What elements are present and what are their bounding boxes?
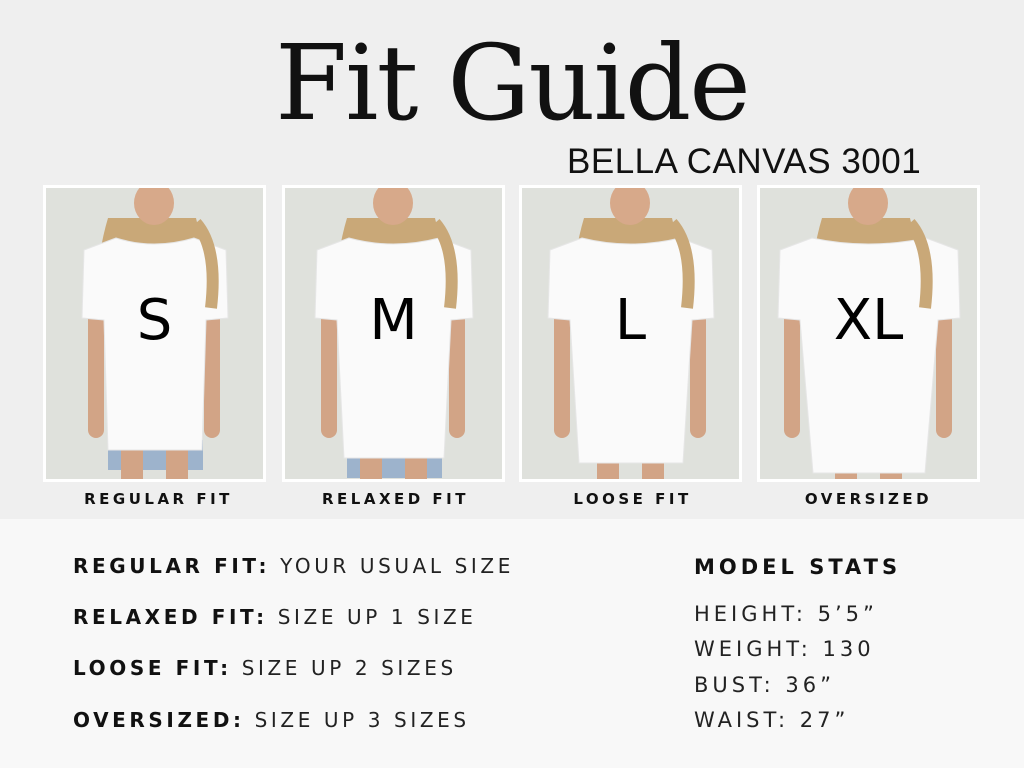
fit-photo-card: XL	[757, 185, 980, 482]
fit-photo-card: S	[43, 185, 266, 482]
model-illustration	[547, 188, 715, 479]
fit-photo-card: M	[282, 185, 505, 482]
model-stat: WAIST: 27”	[694, 708, 850, 732]
model-illustration	[81, 188, 229, 479]
model-illustration	[314, 188, 474, 479]
page-title: Fit Guide	[275, 22, 751, 144]
fit-row: REGULAR FIT: YOUR USUAL SIZE	[73, 554, 514, 578]
size-label: M	[369, 288, 418, 353]
fit-caption: LOOSE FIT	[573, 490, 692, 508]
model-photo: S	[46, 188, 263, 479]
fit-row: OVERSIZED: SIZE UP 3 SIZES	[73, 708, 470, 732]
fit-row: LOOSE FIT: SIZE UP 2 SIZES	[73, 656, 457, 680]
fit-caption: RELAXED FIT	[321, 490, 469, 508]
fit-caption: REGULAR FIT	[84, 490, 233, 508]
fit-row: RELAXED FIT: SIZE UP 1 SIZE	[73, 605, 477, 629]
product-name: BELLA CANVAS 3001	[567, 142, 922, 181]
fit-photo-card: L	[519, 185, 742, 482]
fit-caption: OVERSIZED	[804, 490, 933, 508]
model-photo: L	[522, 188, 739, 479]
model-stat: WEIGHT: 130	[694, 637, 875, 661]
size-label: L	[614, 288, 647, 353]
info-panel	[0, 519, 1024, 768]
model-stat: HEIGHT: 5’5”	[694, 602, 878, 626]
model-photo: XL	[760, 188, 977, 479]
model-illustration	[777, 188, 961, 479]
model-stat: BUST: 36”	[694, 673, 835, 697]
model-stats-heading: MODEL STATS	[694, 555, 902, 579]
size-label: XL	[833, 288, 904, 353]
model-photo: M	[285, 188, 502, 479]
size-label: S	[136, 288, 173, 353]
